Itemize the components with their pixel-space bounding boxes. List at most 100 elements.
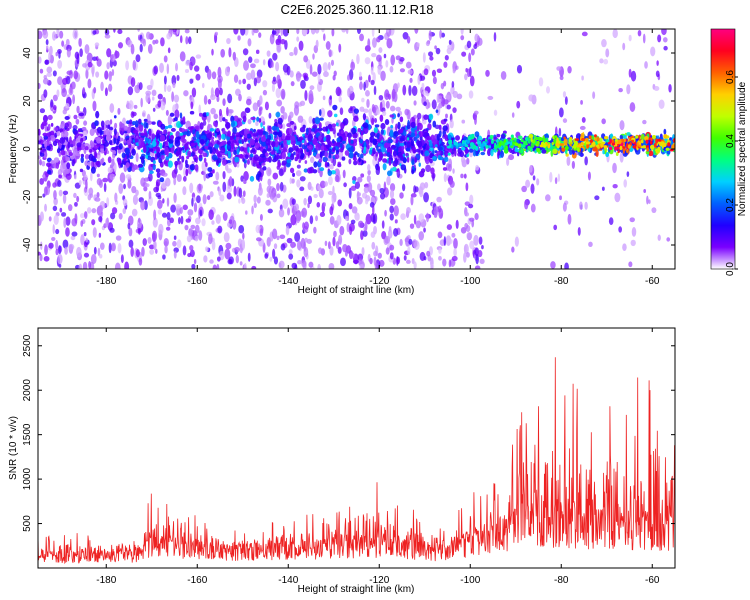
spectrogram-peak-blob	[520, 138, 524, 143]
spectrogram-noise-blob	[354, 181, 361, 190]
spectrogram-peak-blob	[597, 140, 601, 144]
spectrogram-noise-blob	[65, 227, 70, 237]
spectrogram-band-blob	[126, 120, 130, 125]
spectrogram-band-blob	[332, 104, 338, 111]
spectrogram-noise-blob	[187, 209, 194, 216]
spectrogram-band-blob	[341, 135, 347, 142]
spectrogram-noise-blob	[403, 255, 407, 261]
spectrogram-noise-blob	[183, 175, 187, 182]
spectrogram-noise-blob	[436, 93, 440, 104]
spectrogram-peak-blob	[559, 143, 565, 147]
spectrogram-peak-blob	[614, 138, 619, 142]
spectrogram-band-blob	[177, 157, 180, 162]
spectrogram-noise-blob	[191, 263, 196, 269]
snr-y-tick-label: 1500	[22, 423, 33, 446]
spectrogram-band-blob	[482, 137, 486, 142]
spectrogram-peak-blob	[626, 148, 629, 154]
spectrogram-noise-blob	[425, 164, 431, 173]
spectrogram-noise-blob	[144, 183, 150, 188]
spectrogram-peak-blob	[501, 142, 505, 146]
spectrogram-peak-blob	[505, 145, 508, 150]
spectrogram-band-blob	[285, 133, 292, 141]
spectrogram-band-blob	[444, 133, 447, 140]
spectrogram-band-blob	[594, 137, 597, 141]
spectrogram-noise-blob	[327, 241, 331, 250]
spectrogram-noise-blob	[253, 77, 257, 87]
spectrogram-noise-blob	[382, 110, 387, 116]
spectrogram-noise-blob	[128, 227, 133, 237]
spectrogram-noise-blob	[332, 126, 336, 135]
spectrogram-band-blob	[199, 122, 204, 130]
spectrogram-noise-blob	[289, 111, 294, 119]
spectrogram-band-blob	[464, 147, 469, 155]
spectrogram-band-blob	[216, 140, 221, 145]
spectrogram-noise-blob	[294, 232, 301, 243]
spectrogram-noise-blob	[291, 198, 296, 205]
spectrogram-noise-blob	[367, 38, 371, 49]
spectrogram-noise-blob	[275, 87, 282, 99]
spectrogram-peak-blob	[640, 145, 645, 149]
spectrogram-x-ticks: -180 -160 -140 -120 -100 -80 -60	[96, 29, 660, 287]
spectrogram-noise-blob	[296, 164, 301, 169]
spectrogram-band-blob	[221, 140, 227, 145]
spectrogram-band-blob	[100, 120, 105, 128]
spectrogram-band-blob	[124, 147, 130, 155]
spectrogram-peak-blob	[580, 142, 585, 146]
spectrogram-noise-blob	[255, 49, 260, 55]
spectrogram-noise-blob	[173, 177, 177, 186]
spectrogram-peak-blob	[480, 143, 485, 147]
spectrogram-noise-blob	[433, 206, 439, 217]
spectrogram-band-blob	[299, 126, 306, 133]
spectrogram-noise-blob	[468, 203, 474, 209]
spectrogram-noise-blob	[272, 228, 278, 240]
spectrogram-noise-blob	[449, 239, 453, 244]
spectrogram-band-blob	[331, 123, 337, 128]
spectrogram-noise-blob	[323, 71, 329, 78]
spectrogram-band-blob	[65, 156, 69, 161]
spectrogram-band-blob	[142, 145, 147, 153]
spectrogram-noise-blob	[448, 39, 452, 45]
spectrogram-noise-blob	[211, 48, 214, 56]
spectrogram-band-blob	[358, 157, 361, 163]
spectrogram-band-blob	[312, 137, 318, 146]
spectrogram-noise-blob	[443, 236, 447, 247]
spectrogram-band-blob	[61, 121, 65, 126]
spectrogram-band-blob	[50, 122, 54, 127]
spectrogram-noise-blob	[642, 119, 647, 125]
spectrogram-noise-blob	[262, 121, 266, 126]
spectrogram-noise-blob	[303, 74, 307, 81]
spectrogram-noise-blob	[87, 61, 93, 68]
spectrogram-noise-blob	[329, 246, 334, 256]
spectrogram-noise-blob	[171, 169, 177, 179]
spectrogram-noise-blob	[96, 178, 103, 186]
spectrogram-band-blob	[128, 119, 133, 125]
spectrogram-noise-blob	[646, 195, 649, 205]
spectrogram-band-blob	[382, 158, 388, 163]
spectrogram-band-blob	[87, 161, 91, 167]
spectrogram-band-blob	[296, 153, 300, 159]
spectrogram-band-blob	[285, 143, 289, 149]
spectrogram-noise-blob	[291, 178, 295, 184]
spectrogram-band-blob	[347, 147, 353, 152]
spectrogram-band-blob	[81, 143, 85, 151]
spectrogram-noise-blob	[184, 224, 189, 231]
spectrogram-noise-blob	[342, 169, 346, 179]
spectrogram-noise-blob	[413, 261, 417, 269]
spectrogram-band-blob	[563, 138, 568, 146]
spectrogram-band-blob	[246, 133, 252, 139]
spectrogram-band-blob	[374, 124, 380, 128]
spectrogram-noise-blob	[57, 180, 62, 187]
spectrogram-band-blob	[41, 121, 47, 127]
spectrogram-noise-blob	[327, 61, 331, 71]
spectrogram-band-blob	[322, 156, 328, 163]
spectrogram-band-blob	[266, 148, 272, 152]
spectrogram-band-blob	[312, 124, 318, 130]
spectrogram-noise-blob	[38, 251, 42, 256]
spectrogram-noise-blob	[265, 199, 271, 206]
spectrogram-noise-blob	[288, 249, 293, 255]
spectrogram-noise-blob	[348, 158, 352, 165]
spectrogram-band-blob	[411, 157, 415, 166]
spectrogram-noise-blob	[279, 234, 286, 240]
spectrogram-noise-blob	[242, 48, 249, 56]
spectrogram-band-blob	[377, 165, 381, 171]
